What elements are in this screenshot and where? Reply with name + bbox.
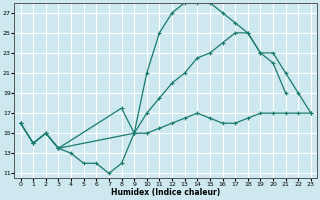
X-axis label: Humidex (Indice chaleur): Humidex (Indice chaleur): [111, 188, 220, 197]
